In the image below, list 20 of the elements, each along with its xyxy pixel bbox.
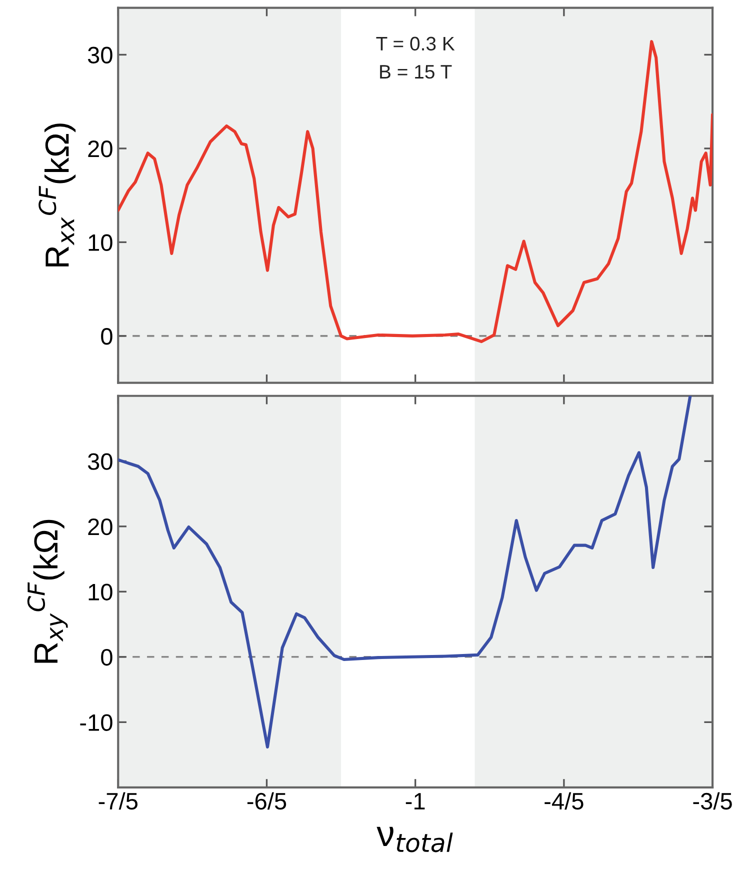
- x-tick-label: -1: [406, 793, 425, 810]
- y-tick-label: 20: [88, 518, 112, 536]
- x-axis-title: ν$_{total}$: [376, 826, 453, 852]
- y-tick-label: 30: [88, 46, 112, 64]
- y-axis-title: R$_{xx}$$^{CF}$(kΩ): [38, 124, 76, 266]
- x-tick-label: -7/5: [98, 792, 138, 810]
- x-tick-label: -4/5: [544, 792, 584, 810]
- y-axis-title: R$_{xy}$$^{CF}$(kΩ): [27, 520, 68, 663]
- y-tick-label: -10: [80, 714, 112, 731]
- y-tick-label: 0: [101, 328, 112, 345]
- y-tick-label: 10: [88, 584, 112, 600]
- x-tick-label: -3/5: [693, 792, 732, 810]
- y-tick-label: 10: [88, 234, 112, 251]
- annotation: T = 0.3 K: [376, 36, 455, 51]
- y-tick-label: 30: [88, 453, 112, 470]
- line-series: [118, 396, 692, 748]
- x-tick-label: -6/5: [247, 792, 286, 810]
- y-tick-label: 0: [101, 648, 112, 666]
- annotation: B = 15 T: [380, 65, 452, 79]
- y-tick-label: 20: [88, 140, 112, 158]
